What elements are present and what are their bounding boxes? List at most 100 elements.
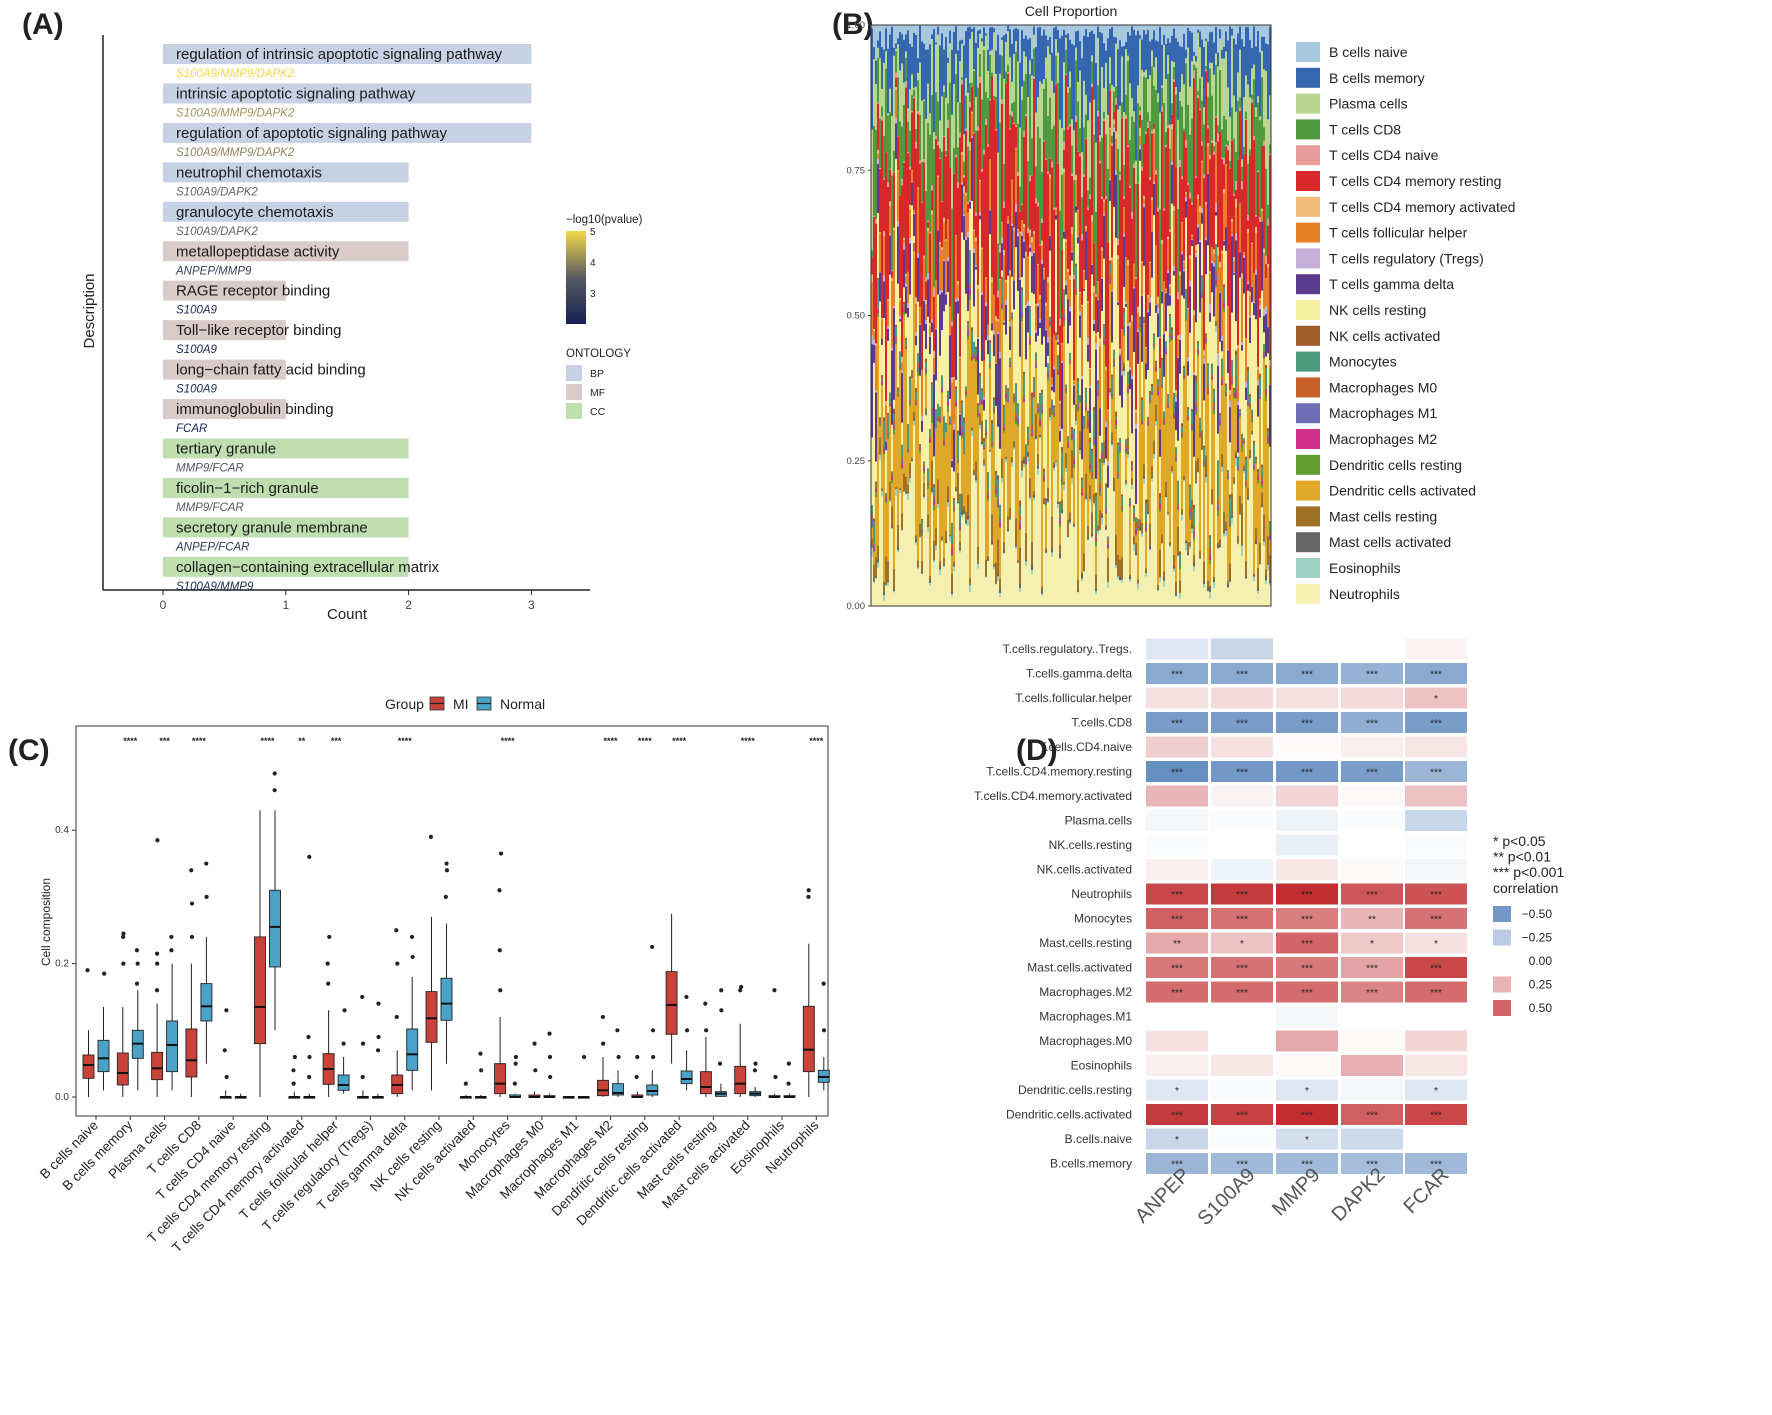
b-segment: [1181, 73, 1184, 107]
b-segment: [921, 431, 924, 519]
b-segment: [1251, 243, 1254, 287]
b-segment: [977, 394, 980, 404]
b-segment: [1039, 322, 1042, 329]
b-segment: [1081, 304, 1084, 307]
b-segment: [1157, 378, 1160, 380]
b-segment: [903, 304, 906, 309]
b-segment: [1071, 428, 1074, 431]
b-segment: [1047, 487, 1050, 499]
b-segment: [879, 233, 882, 272]
b-segment: [1023, 136, 1026, 224]
b-sample-bar: [1029, 25, 1032, 607]
b-segment: [969, 591, 972, 607]
b-segment: [1269, 539, 1272, 556]
b-segment: [1171, 336, 1174, 339]
b-segment: [1113, 361, 1116, 365]
b-segment: [879, 31, 882, 59]
b-segment: [921, 100, 924, 162]
b-segment: [1217, 516, 1220, 543]
b-segment: [1019, 277, 1022, 281]
b-segment: [937, 479, 940, 502]
b-segment: [1123, 45, 1126, 113]
b-segment: [1267, 327, 1270, 354]
b-segment: [1075, 404, 1078, 420]
b-segment: [1149, 25, 1152, 42]
b-segment: [1095, 296, 1098, 334]
b-segment: [885, 502, 888, 557]
b-sample-bar: [875, 25, 878, 607]
b-segment: [923, 461, 926, 463]
b-segment: [1149, 400, 1152, 404]
b-segment: [1193, 561, 1196, 567]
b-legend-swatch: [1296, 171, 1320, 191]
b-segment: [961, 182, 964, 185]
b-segment: [1165, 496, 1168, 607]
b-segment: [1109, 263, 1112, 276]
b-segment: [1069, 522, 1072, 525]
b-segment: [1247, 499, 1250, 501]
b-segment: [1097, 525, 1100, 531]
b-segment: [1055, 214, 1058, 220]
b-segment: [909, 402, 912, 406]
b-segment: [1101, 278, 1104, 312]
b-segment: [1095, 293, 1098, 297]
b-segment: [1257, 471, 1260, 473]
b-segment: [1051, 516, 1054, 549]
b-segment: [873, 328, 876, 332]
b-legend-label: Mast cells activated: [1329, 534, 1451, 550]
b-segment: [1003, 430, 1006, 433]
b-segment: [1091, 512, 1094, 534]
b-segment: [1057, 369, 1060, 372]
b-segment: [991, 514, 994, 543]
b-segment: [1079, 310, 1082, 316]
b-segment: [1145, 530, 1148, 532]
b-sample-bar: [873, 25, 876, 607]
b-segment: [871, 334, 874, 345]
b-segment: [965, 511, 968, 521]
b-segment: [1101, 137, 1104, 197]
b-segment: [1087, 539, 1090, 541]
c-outlier: [478, 1051, 483, 1056]
c-frame: [75, 725, 829, 1117]
b-segment: [1149, 74, 1152, 122]
b-segment: [1059, 514, 1062, 519]
b-segment: [893, 399, 896, 409]
b-segment: [961, 429, 964, 432]
b-segment: [1257, 102, 1260, 171]
a-legend-swatch: [566, 365, 582, 381]
b-segment: [1099, 345, 1102, 408]
b-segment: [1089, 193, 1092, 200]
b-segment: [1075, 263, 1078, 266]
b-segment: [913, 411, 916, 418]
b-segment: [933, 562, 936, 607]
b-segment: [1001, 25, 1004, 38]
b-segment: [1185, 140, 1188, 148]
c-y-tick-label: 0.2: [55, 959, 69, 970]
b-segment: [905, 273, 908, 277]
b-segment: [1103, 324, 1106, 338]
b-segment: [1163, 102, 1166, 209]
b-segment: [1005, 401, 1008, 457]
b-segment: [871, 505, 874, 515]
b-segment: [985, 124, 988, 278]
b-segment: [995, 405, 998, 471]
b-segment: [1043, 474, 1046, 477]
b-segment: [1175, 592, 1178, 596]
b-segment: [1023, 226, 1026, 240]
b-segment: [1135, 519, 1138, 523]
b-segment: [913, 250, 916, 251]
b-segment: [1017, 236, 1020, 291]
b-segment: [1057, 374, 1060, 502]
b-segment: [1243, 465, 1246, 471]
b-segment: [929, 134, 932, 232]
b-segment: [1063, 290, 1066, 309]
b-sample-bar: [1125, 25, 1128, 607]
b-segment: [915, 141, 918, 149]
b-segment: [911, 457, 914, 460]
b-segment: [1191, 234, 1194, 236]
b-segment: [1245, 578, 1248, 607]
b-segment: [1227, 470, 1230, 474]
b-segment: [1131, 484, 1134, 485]
b-segment: [947, 219, 950, 258]
